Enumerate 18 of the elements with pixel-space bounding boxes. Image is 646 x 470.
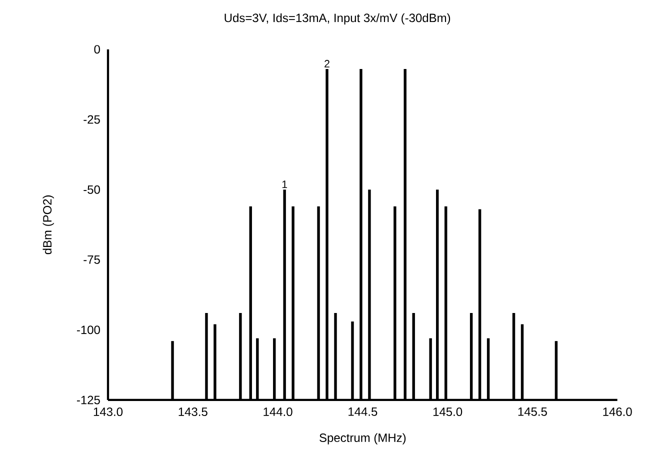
x-tick-label: 143.0	[94, 408, 123, 416]
y-tick-label: -25	[84, 115, 100, 124]
x-tick-label: 144.5	[348, 408, 378, 416]
y-tick-label: -50	[84, 185, 100, 194]
annotation: 2	[324, 60, 330, 68]
annotation: 1	[282, 180, 288, 188]
x-tick-label: 144.0	[264, 408, 292, 416]
y-tick-label: -125	[76, 396, 100, 404]
x-tick-label: 145.5	[518, 408, 547, 416]
y-tick-label: 0	[94, 45, 100, 54]
y-axis-title: dBm (PO2)	[42, 195, 54, 254]
chart-title: Uds=3V, Ids=13mA, Input 3x/mV (-30dBm)	[224, 13, 450, 25]
x-tick-label: 146.0	[603, 408, 632, 416]
y-tick-label: -75	[84, 256, 100, 264]
x-tick-label: 143.5	[178, 408, 208, 416]
x-tick-label: 145.0	[433, 408, 462, 416]
x-axis-title: Spectrum (MHz)	[320, 433, 406, 444]
y-tick-label: -100	[76, 326, 100, 334]
